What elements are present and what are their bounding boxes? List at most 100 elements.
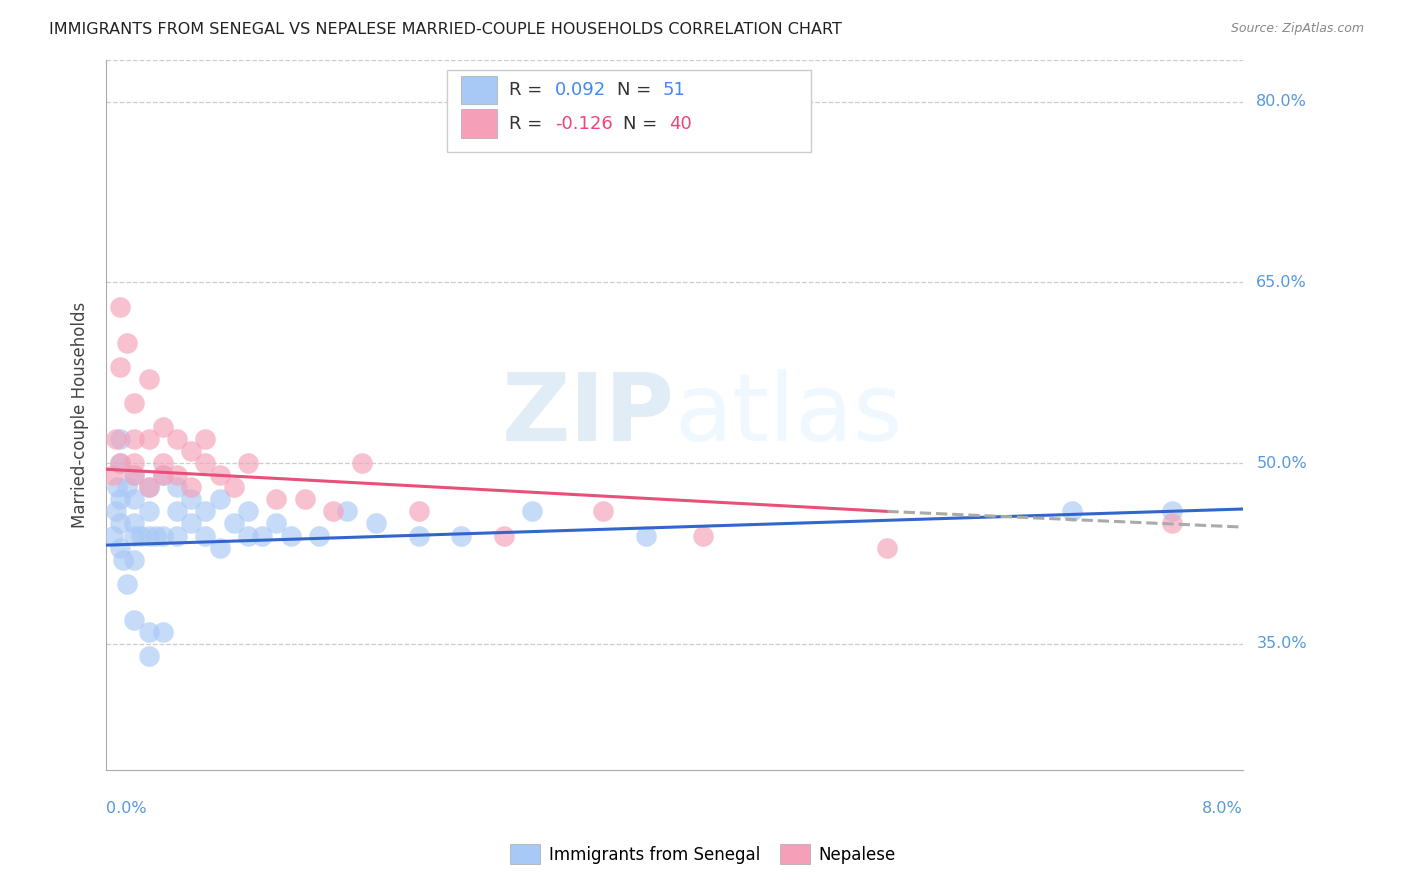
Text: R =: R = <box>509 81 548 99</box>
Point <box>124 396 146 410</box>
Point <box>124 432 146 446</box>
Point <box>131 528 153 542</box>
Point <box>180 516 202 531</box>
Point <box>166 528 188 542</box>
Point <box>108 541 131 555</box>
Point <box>236 504 259 518</box>
Point <box>108 456 131 470</box>
Point <box>115 335 138 350</box>
Point <box>180 444 202 458</box>
Point <box>1160 504 1182 518</box>
Point <box>166 480 188 494</box>
Point <box>280 528 302 542</box>
Text: N =: N = <box>623 114 664 133</box>
Point <box>236 528 259 542</box>
Point <box>145 528 167 542</box>
Point <box>450 528 472 542</box>
Point <box>138 432 160 446</box>
Point <box>634 528 657 542</box>
Point <box>522 504 544 518</box>
Point <box>124 552 146 566</box>
Point <box>322 504 344 518</box>
Point <box>266 492 288 507</box>
Point <box>194 456 217 470</box>
Text: IMMIGRANTS FROM SENEGAL VS NEPALESE MARRIED-COUPLE HOUSEHOLDS CORRELATION CHART: IMMIGRANTS FROM SENEGAL VS NEPALESE MARR… <box>49 22 842 37</box>
Point <box>194 504 217 518</box>
Point <box>222 516 245 531</box>
Point <box>108 492 131 507</box>
Point <box>152 456 174 470</box>
Point <box>104 432 127 446</box>
FancyBboxPatch shape <box>447 70 811 152</box>
Point <box>692 528 714 542</box>
Point <box>101 528 124 542</box>
Point <box>108 516 131 531</box>
Text: 40: 40 <box>669 114 692 133</box>
Text: 0.092: 0.092 <box>555 81 606 99</box>
Point <box>180 492 202 507</box>
Text: ZIP: ZIP <box>502 369 675 461</box>
Point <box>152 468 174 483</box>
Text: 65.0%: 65.0% <box>1257 275 1308 290</box>
Point <box>364 516 387 531</box>
Text: 51: 51 <box>664 81 686 99</box>
Text: 35.0%: 35.0% <box>1257 637 1308 651</box>
Point <box>194 528 217 542</box>
Point <box>124 456 146 470</box>
Point <box>124 516 146 531</box>
Text: Source: ZipAtlas.com: Source: ZipAtlas.com <box>1230 22 1364 36</box>
Text: 8.0%: 8.0% <box>1202 801 1243 815</box>
Point <box>350 456 373 470</box>
Point <box>166 468 188 483</box>
Text: R =: R = <box>509 114 548 133</box>
Point <box>152 624 174 639</box>
Point <box>108 432 131 446</box>
FancyBboxPatch shape <box>461 110 496 137</box>
Point <box>138 648 160 663</box>
Point <box>124 468 146 483</box>
Point <box>138 624 160 639</box>
Point <box>124 613 146 627</box>
Point <box>101 468 124 483</box>
Point <box>115 576 138 591</box>
Point <box>308 528 330 542</box>
Point <box>138 372 160 386</box>
FancyBboxPatch shape <box>461 76 496 104</box>
Text: N =: N = <box>617 81 658 99</box>
Text: 0.0%: 0.0% <box>105 801 146 815</box>
Point <box>152 528 174 542</box>
Point <box>236 456 259 470</box>
Point <box>1062 504 1084 518</box>
Point <box>208 492 231 507</box>
Point <box>108 456 131 470</box>
Point <box>592 504 614 518</box>
Y-axis label: Married-couple Households: Married-couple Households <box>72 301 89 528</box>
Point <box>208 468 231 483</box>
Text: 50.0%: 50.0% <box>1257 456 1308 471</box>
Point <box>180 480 202 494</box>
Point <box>250 528 273 542</box>
Point <box>105 480 128 494</box>
Point <box>166 504 188 518</box>
Point <box>138 528 160 542</box>
Point <box>124 492 146 507</box>
Point <box>138 504 160 518</box>
Text: -0.126: -0.126 <box>555 114 613 133</box>
Point <box>1160 516 1182 531</box>
Point <box>166 432 188 446</box>
Point <box>408 528 430 542</box>
Point <box>124 528 146 542</box>
Point <box>222 480 245 494</box>
Point <box>138 480 160 494</box>
Point <box>108 359 131 374</box>
Point <box>876 541 898 555</box>
Point <box>266 516 288 531</box>
Point <box>408 504 430 518</box>
Point <box>208 541 231 555</box>
Point <box>492 528 515 542</box>
Point <box>115 480 138 494</box>
Point <box>124 468 146 483</box>
Point <box>294 492 316 507</box>
Point <box>104 504 127 518</box>
Point <box>336 504 359 518</box>
